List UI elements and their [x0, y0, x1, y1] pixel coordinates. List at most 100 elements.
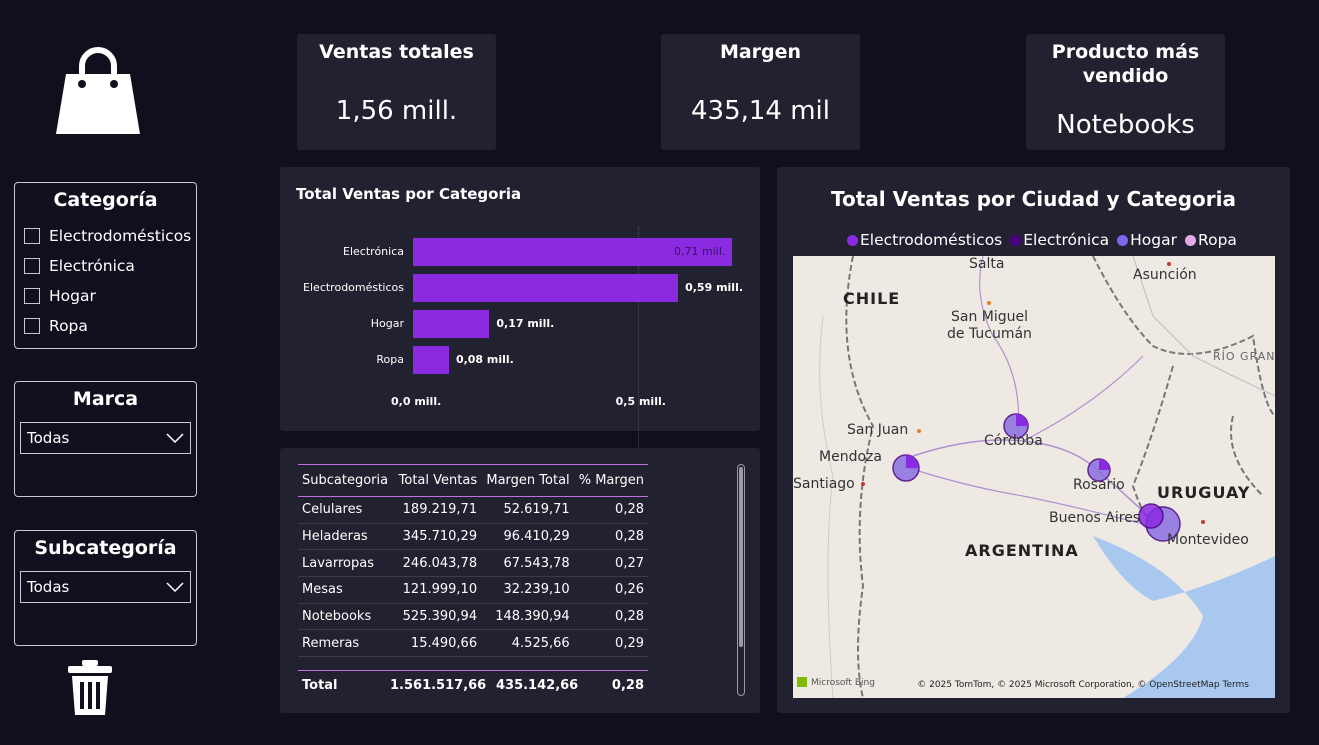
categoria-option-hogar[interactable]: Hogar [24, 281, 196, 311]
checkbox[interactable] [24, 228, 40, 244]
legend-dot [1185, 234, 1197, 246]
subcategoria-table: Subcategoria Total Ventas Margen Total %… [298, 464, 648, 658]
table-cell: 121.999,10 [393, 576, 482, 604]
bar[interactable] [413, 346, 449, 374]
city-label: Buenos Aires [1049, 510, 1141, 526]
kpi-value: Notebooks [1056, 110, 1195, 140]
chevron-down-icon [166, 582, 184, 592]
marca-selected: Todas [27, 429, 70, 447]
legend-dot [1010, 234, 1022, 246]
column-header[interactable]: Margen Total [481, 464, 574, 497]
table-cell: 0,28 [573, 523, 648, 551]
kpi-label: Ventas totales [319, 41, 474, 63]
option-label: Ropa [49, 317, 88, 335]
legend-label: Electrodomésticos [860, 231, 1003, 249]
legend-item[interactable]: Hogar [1117, 231, 1177, 249]
table-row[interactable]: Notebooks 525.390,94 148.390,94 0,28 [298, 603, 648, 631]
table-cell: Celulares [298, 496, 394, 524]
city-label: Salta [969, 256, 1005, 272]
column-header[interactable]: Total Ventas [393, 464, 482, 497]
kpi-label: Producto más vendido [1026, 34, 1225, 90]
city-label: Asunción [1133, 267, 1197, 283]
table-row[interactable]: Remeras 15.490,66 4.525,66 0,29 [298, 629, 648, 658]
city-label: San Juan [847, 422, 909, 438]
column-header[interactable]: % Margen [573, 464, 648, 497]
table-row[interactable]: Lavarropas 246.043,78 67.543,78 0,27 [298, 549, 648, 578]
table-cell: 246.043,78 [393, 549, 482, 578]
map-attribution[interactable]: © 2025 TomTom, © 2025 Microsoft Corporat… [917, 680, 1249, 690]
bar-category-label: Ropa [376, 353, 404, 366]
total-pct-margen: 0,28 [611, 678, 644, 694]
bar-value-label: 0,59 mill. [685, 281, 744, 294]
x-tick-label: 0,0 mill. [391, 395, 442, 408]
categoria-slicer: Categoría Electrodomésticos Electrónica … [14, 182, 197, 349]
table-header-row: Subcategoria Total Ventas Margen Total %… [298, 464, 648, 497]
categoria-option-electrodomesticos[interactable]: Electrodomésticos [24, 221, 196, 251]
table-total-row: Total 1.561.517,66 435.142,66 0,28 [298, 671, 648, 701]
marca-slicer: Marca Todas [14, 381, 197, 497]
table-cell: 0,28 [573, 496, 648, 524]
trash-icon[interactable] [66, 659, 114, 717]
kpi-label-line2: vendido [1082, 65, 1169, 87]
bar-category-label: Electrodomésticos [303, 281, 404, 294]
kpi-label: Margen [719, 41, 802, 63]
total-ventas: 1.561.517,66 [390, 678, 487, 694]
checkbox[interactable] [24, 318, 40, 334]
categoria-slicer-title: Categoría [53, 189, 158, 211]
table-cell: Heladeras [298, 523, 394, 551]
bar-category-label: Electrónica [343, 245, 404, 258]
table-cell: Mesas [298, 576, 394, 604]
map[interactable]: Salta Asunción San Miguel de Tucumán RÍO… [793, 256, 1275, 698]
table-cell: 525.390,94 [393, 603, 482, 631]
subcategoria-dropdown[interactable]: Todas [20, 571, 191, 603]
table-cell: 0,29 [573, 629, 648, 658]
total-label: Total [302, 678, 338, 694]
table-cell: 148.390,94 [481, 603, 574, 631]
table-cell: 15.490,66 [393, 629, 482, 658]
bar[interactable] [413, 274, 679, 302]
table-cell: Remeras [298, 629, 394, 658]
checkbox[interactable] [24, 288, 40, 304]
country-label: URUGUAY [1157, 483, 1251, 502]
bar[interactable] [413, 238, 733, 266]
subcategoria-slicer: Subcategoría Todas [14, 530, 197, 646]
kpi-producto-mas-vendido: Producto más vendido Notebooks [1026, 34, 1225, 150]
map-panel: Total Ventas por Ciudad y Categoria Elec… [777, 167, 1290, 713]
country-label: CHILE [843, 289, 901, 308]
bar-category-label: Hogar [370, 317, 404, 330]
city-label: RÍO GRANDE [1213, 350, 1275, 363]
subcategoria-slicer-title: Subcategoría [34, 537, 177, 559]
city-label: Montevideo [1167, 532, 1249, 548]
categoria-option-electronica[interactable]: Electrónica [24, 251, 196, 281]
legend-label: Electrónica [1023, 231, 1110, 249]
chart-title: Total Ventas por Categoria [296, 185, 522, 203]
kpi-ventas-totales: Ventas totales 1,56 mill. [297, 34, 496, 150]
table-row[interactable]: Heladeras 345.710,29 96.410,29 0,28 [298, 523, 648, 551]
kpi-value: 435,14 mil [690, 96, 830, 126]
marca-dropdown[interactable]: Todas [20, 422, 191, 454]
bing-logo: Microsoft Bing [811, 678, 875, 688]
table-cell: 67.543,78 [481, 549, 574, 578]
table-scrollbar[interactable] [737, 464, 745, 696]
marca-slicer-title: Marca [72, 388, 139, 410]
checkbox[interactable] [24, 258, 40, 274]
bar[interactable] [413, 310, 490, 338]
option-label: Electrodomésticos [49, 227, 192, 245]
table-cell: 0,26 [573, 576, 648, 604]
legend-item[interactable]: Electrodomésticos [847, 231, 1002, 249]
legend-label: Hogar [1130, 231, 1178, 249]
country-label: ARGENTINA [965, 541, 1079, 560]
legend-item[interactable]: Ropa [1185, 231, 1237, 249]
table-cell: 0,28 [573, 603, 648, 631]
kpi-margen: Margen 435,14 mil [661, 34, 860, 150]
city-label: Córdoba [984, 433, 1043, 449]
legend-label: Ropa [1198, 231, 1237, 249]
legend-item[interactable]: Electrónica [1010, 231, 1109, 249]
city-label: Mendoza [819, 449, 882, 465]
scroll-thumb[interactable] [739, 467, 743, 647]
table-row[interactable]: Mesas 121.999,10 32.239,10 0,26 [298, 576, 648, 604]
table-cell: Notebooks [298, 603, 394, 631]
column-header[interactable]: Subcategoria [298, 464, 394, 497]
categoria-option-ropa[interactable]: Ropa [24, 311, 196, 341]
table-row[interactable]: Celulares 189.219,71 52.619,71 0,28 [298, 496, 648, 524]
